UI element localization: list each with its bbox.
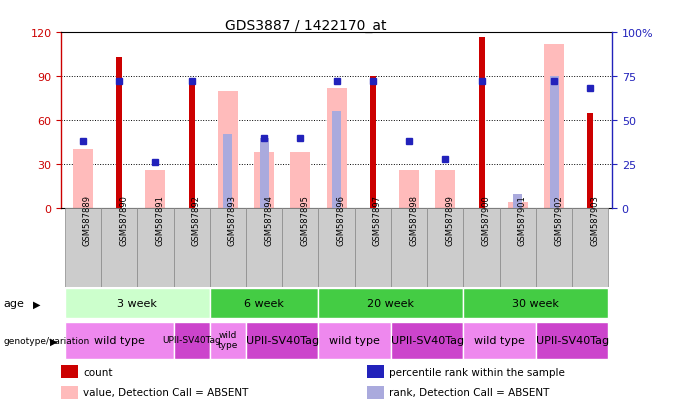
Bar: [218, 92, 238, 209]
Text: GSM587895: GSM587895: [301, 195, 309, 246]
Text: GSM587896: GSM587896: [337, 195, 345, 246]
FancyBboxPatch shape: [173, 322, 209, 359]
FancyBboxPatch shape: [173, 209, 209, 287]
Text: GSM587899: GSM587899: [445, 195, 454, 246]
Bar: [370, 77, 376, 209]
Text: wild type: wild type: [329, 335, 380, 345]
FancyBboxPatch shape: [65, 289, 209, 318]
FancyBboxPatch shape: [318, 289, 464, 318]
Text: GSM587890: GSM587890: [119, 195, 128, 246]
Bar: [479, 38, 485, 209]
FancyBboxPatch shape: [464, 209, 500, 287]
FancyBboxPatch shape: [391, 322, 464, 359]
FancyBboxPatch shape: [101, 209, 137, 287]
Text: count: count: [83, 367, 112, 377]
Bar: [224, 135, 233, 209]
Text: 30 week: 30 week: [513, 298, 560, 308]
Bar: [508, 203, 528, 209]
Text: GDS3887 / 1422170_at: GDS3887 / 1422170_at: [225, 19, 387, 33]
FancyBboxPatch shape: [464, 289, 609, 318]
Text: age: age: [3, 299, 24, 309]
Bar: [332, 112, 341, 209]
Text: GSM587897: GSM587897: [373, 195, 382, 246]
Text: 20 week: 20 week: [367, 298, 414, 308]
Text: UPII-SV40Tag: UPII-SV40Tag: [390, 335, 464, 345]
FancyBboxPatch shape: [318, 322, 391, 359]
FancyBboxPatch shape: [318, 209, 355, 287]
FancyBboxPatch shape: [536, 209, 572, 287]
Bar: [549, 77, 558, 209]
FancyBboxPatch shape: [427, 209, 464, 287]
Text: 6 week: 6 week: [244, 298, 284, 308]
Text: wild type: wild type: [474, 335, 525, 345]
FancyBboxPatch shape: [572, 209, 609, 287]
Bar: [188, 80, 194, 209]
Bar: [73, 150, 93, 209]
Text: genotype/variation: genotype/variation: [3, 336, 90, 345]
FancyBboxPatch shape: [282, 209, 318, 287]
Text: ▶: ▶: [33, 299, 40, 309]
FancyBboxPatch shape: [209, 322, 246, 359]
FancyBboxPatch shape: [464, 322, 536, 359]
Bar: [254, 153, 274, 209]
Text: GSM587894: GSM587894: [264, 195, 273, 246]
Text: percentile rank within the sample: percentile rank within the sample: [389, 367, 565, 377]
FancyBboxPatch shape: [137, 209, 173, 287]
Bar: [544, 45, 564, 209]
Text: UPII-SV40Tag: UPII-SV40Tag: [245, 335, 319, 345]
FancyBboxPatch shape: [246, 322, 318, 359]
Text: wild
type: wild type: [218, 330, 238, 349]
Text: wild type: wild type: [94, 335, 145, 345]
Text: value, Detection Call = ABSENT: value, Detection Call = ABSENT: [83, 387, 248, 397]
Text: rank, Detection Call = ABSENT: rank, Detection Call = ABSENT: [389, 387, 549, 397]
FancyBboxPatch shape: [500, 209, 536, 287]
Text: ▶: ▶: [50, 336, 57, 346]
Bar: [399, 171, 419, 209]
Text: GSM587898: GSM587898: [409, 195, 418, 246]
Text: GSM587891: GSM587891: [156, 195, 165, 246]
FancyBboxPatch shape: [246, 209, 282, 287]
Text: GSM587892: GSM587892: [192, 195, 201, 246]
Text: 3 week: 3 week: [118, 298, 157, 308]
Bar: [513, 195, 522, 209]
FancyBboxPatch shape: [209, 289, 318, 318]
Bar: [435, 171, 456, 209]
Text: GSM587889: GSM587889: [83, 195, 92, 246]
FancyBboxPatch shape: [209, 209, 246, 287]
FancyBboxPatch shape: [391, 209, 427, 287]
Text: GSM587893: GSM587893: [228, 195, 237, 246]
Bar: [326, 89, 347, 209]
FancyBboxPatch shape: [536, 322, 609, 359]
FancyBboxPatch shape: [355, 209, 391, 287]
Text: GSM587901: GSM587901: [517, 195, 527, 246]
Text: UPII-SV40Tag: UPII-SV40Tag: [163, 335, 221, 344]
Bar: [588, 114, 593, 209]
FancyBboxPatch shape: [65, 209, 101, 287]
Text: UPII-SV40Tag: UPII-SV40Tag: [536, 335, 609, 345]
Bar: [290, 153, 310, 209]
FancyBboxPatch shape: [65, 322, 173, 359]
Bar: [146, 171, 165, 209]
Bar: [260, 138, 269, 209]
Bar: [116, 58, 122, 209]
Text: GSM587903: GSM587903: [590, 195, 599, 246]
Text: GSM587900: GSM587900: [481, 195, 490, 246]
Text: GSM587902: GSM587902: [554, 195, 563, 246]
